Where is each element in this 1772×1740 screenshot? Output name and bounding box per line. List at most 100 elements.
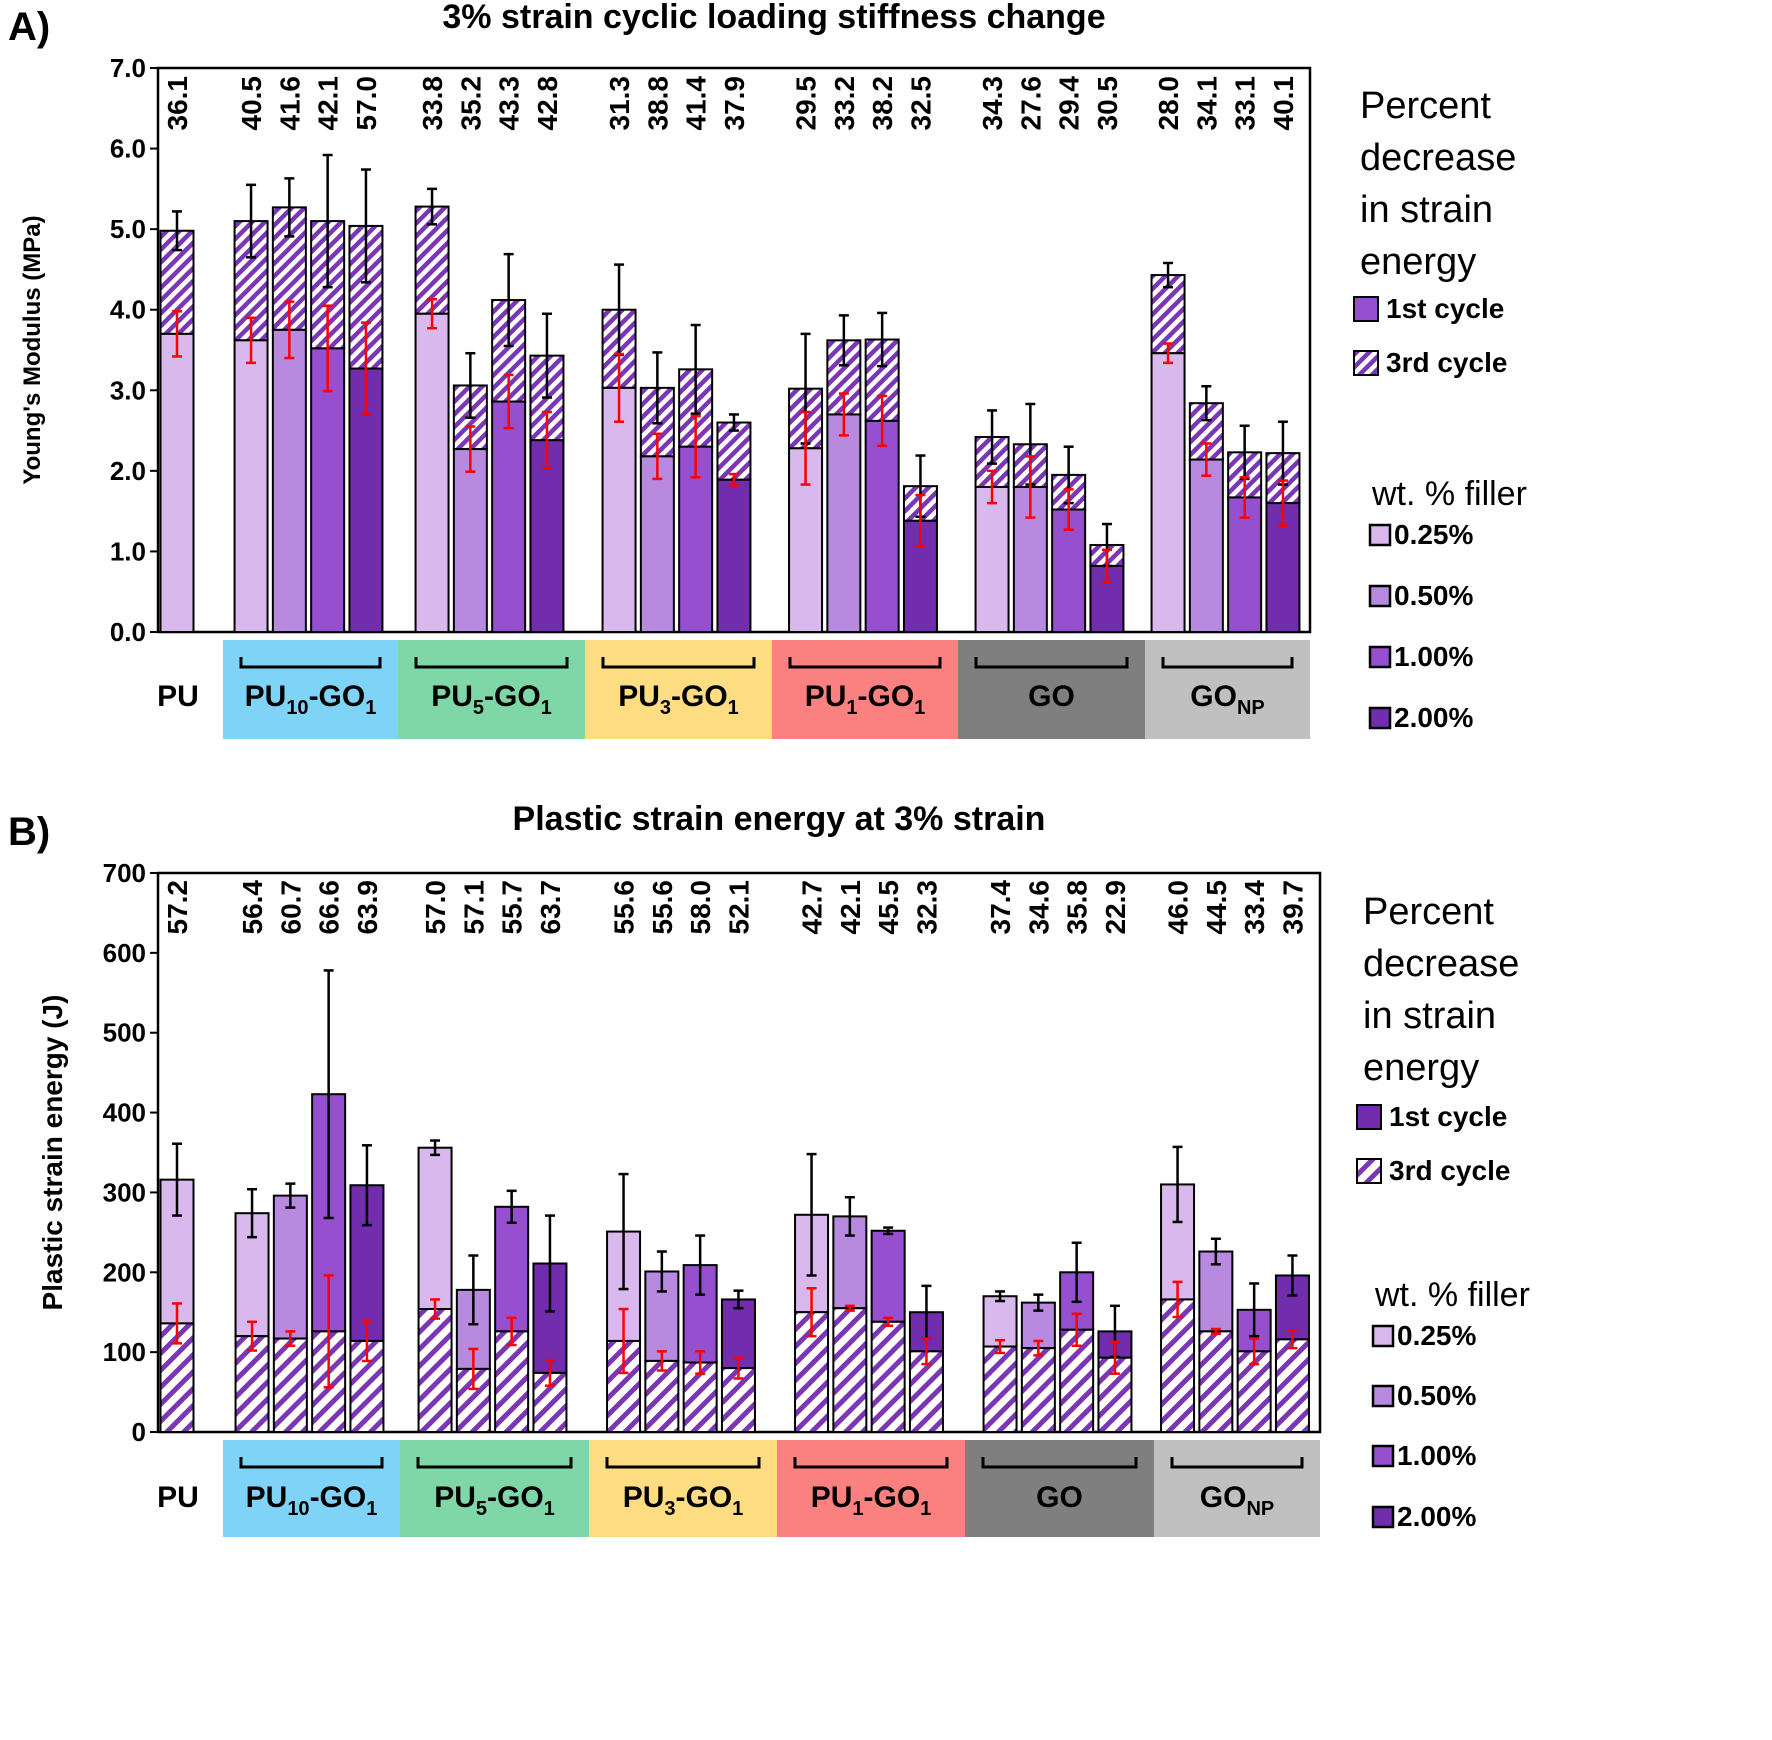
percent-label: 33.4 (1239, 880, 1270, 935)
bar-third-cycle (902, 519, 938, 633)
group-band (400, 1440, 589, 1537)
percent-label: 32.3 (911, 880, 942, 935)
percent-label: 57.1 (458, 880, 489, 935)
percent-label: 46.0 (1163, 880, 1194, 935)
bar-group: 44.5 (1198, 880, 1234, 1434)
bar-first-cycle (494, 1205, 530, 1333)
bar-group: 29.5 (788, 76, 824, 633)
bar-group: 63.7 (532, 880, 568, 1434)
bar-third-cycle (1188, 458, 1224, 633)
legend-swatch-first (1353, 296, 1379, 322)
percent-label: 55.6 (647, 880, 678, 935)
bar-group: 33.8 (414, 76, 450, 633)
group-band (589, 1440, 777, 1537)
group-band (777, 1440, 965, 1537)
bar-third-cycle (491, 400, 527, 633)
bar-group: 30.5 (1089, 76, 1125, 634)
y-tick-label: 6.0 (110, 134, 146, 164)
y-tick-label: 100 (103, 1337, 146, 1367)
y-tick-label: 5.0 (110, 214, 146, 244)
bar-group: 58.0 (682, 880, 718, 1434)
group-bracket (788, 657, 942, 669)
percent-label: 38.8 (642, 76, 673, 131)
percent-label: 35.2 (455, 76, 486, 131)
bar-group: 55.7 (494, 880, 530, 1434)
percent-label: 63.7 (535, 880, 566, 935)
bar-group: 43.3 (491, 76, 527, 633)
percent-label: 37.9 (719, 76, 750, 131)
percent-label: 33.2 (829, 76, 860, 131)
percent-label: 37.4 (985, 880, 1016, 935)
group-label: GO (1028, 680, 1075, 713)
bar-group: 31.3 (601, 76, 637, 633)
y-tick-label: 400 (103, 1098, 146, 1128)
bar-third-cycle (832, 1307, 868, 1434)
group-label: GO (1036, 1481, 1083, 1514)
percent-label: 52.1 (723, 880, 754, 935)
group-bracket (601, 657, 756, 669)
percent-label: 44.5 (1201, 880, 1232, 935)
bar-third-cycle (870, 1320, 906, 1433)
bar-group: 42.1 (832, 880, 868, 1434)
bar-group: 28.0 (1150, 76, 1186, 633)
legend-title-line: in strain (1363, 995, 1496, 1037)
bar-group: 37.9 (716, 76, 752, 633)
percent-label: 55.6 (609, 880, 640, 935)
bar-third-cycle (1198, 1330, 1234, 1434)
percent-label: 40.5 (236, 76, 267, 131)
group-bracket (239, 657, 382, 669)
percent-label: 42.7 (797, 880, 828, 935)
bar-group: 33.2 (826, 76, 862, 634)
y-tick-label: 200 (103, 1257, 146, 1287)
group-label: PU3-GO1 (618, 680, 739, 719)
percent-label: 34.3 (977, 76, 1008, 131)
legend-label-level: 0.50% (1397, 1380, 1476, 1411)
bar-third-cycle (826, 413, 862, 634)
percent-label: 34.6 (1023, 880, 1054, 935)
percent-label: 63.9 (352, 880, 383, 935)
panel-label: A) (8, 5, 50, 49)
bar-third-cycle (414, 312, 450, 633)
group-label: PU5-GO1 (431, 680, 552, 719)
legend-label-third: 3rd cycle (1386, 347, 1507, 378)
percent-label: 42.8 (532, 76, 563, 131)
group-label: PU (157, 680, 199, 713)
percent-label: 40.1 (1268, 76, 1299, 131)
y-tick-label: 0.0 (110, 617, 146, 647)
group-band (223, 640, 398, 739)
percent-label: 57.2 (162, 880, 193, 935)
bar-group: 36.1 (159, 76, 195, 633)
bar-group: 52.1 (720, 880, 756, 1433)
group-bracket (1161, 657, 1294, 669)
bar-third-cycle (974, 485, 1010, 633)
y-axis-label: Plastic strain energy (J) (37, 995, 68, 1311)
y-tick-label: 1.0 (110, 536, 146, 566)
bar-group: 45.5 (870, 880, 906, 1433)
bar-third-cycle (639, 455, 675, 633)
y-tick-label: 700 (103, 858, 146, 888)
bar-group: 33.1 (1227, 76, 1263, 633)
group-label: PU1-GO1 (811, 1481, 932, 1520)
bar-group: 60.7 (272, 880, 308, 1433)
legend-title-line: in strain (1360, 189, 1493, 231)
y-tick-label: 7.0 (110, 53, 146, 83)
legend-label-level: 1.00% (1394, 641, 1473, 672)
bar-group: 22.9 (1097, 880, 1133, 1434)
percent-label: 66.6 (314, 880, 345, 935)
group-band (772, 640, 958, 739)
legend-title-line: energy (1360, 241, 1476, 283)
bar-group: 41.6 (271, 76, 307, 633)
bar-group: 42.8 (529, 76, 565, 633)
percent-label: 45.5 (873, 880, 904, 935)
group-band (1154, 1440, 1320, 1537)
bar-group: 56.4 (234, 880, 270, 1433)
bar-third-cycle (716, 478, 752, 633)
legend-label-third: 3rd cycle (1389, 1155, 1510, 1186)
group-bracket (414, 657, 569, 669)
percent-label: 34.1 (1191, 76, 1222, 131)
bar-group: 32.5 (902, 76, 938, 633)
percent-label: 22.9 (1100, 880, 1131, 935)
legend-swatch-first (1356, 1104, 1382, 1130)
bar-third-cycle (1150, 352, 1186, 633)
percent-label: 55.7 (497, 880, 528, 935)
